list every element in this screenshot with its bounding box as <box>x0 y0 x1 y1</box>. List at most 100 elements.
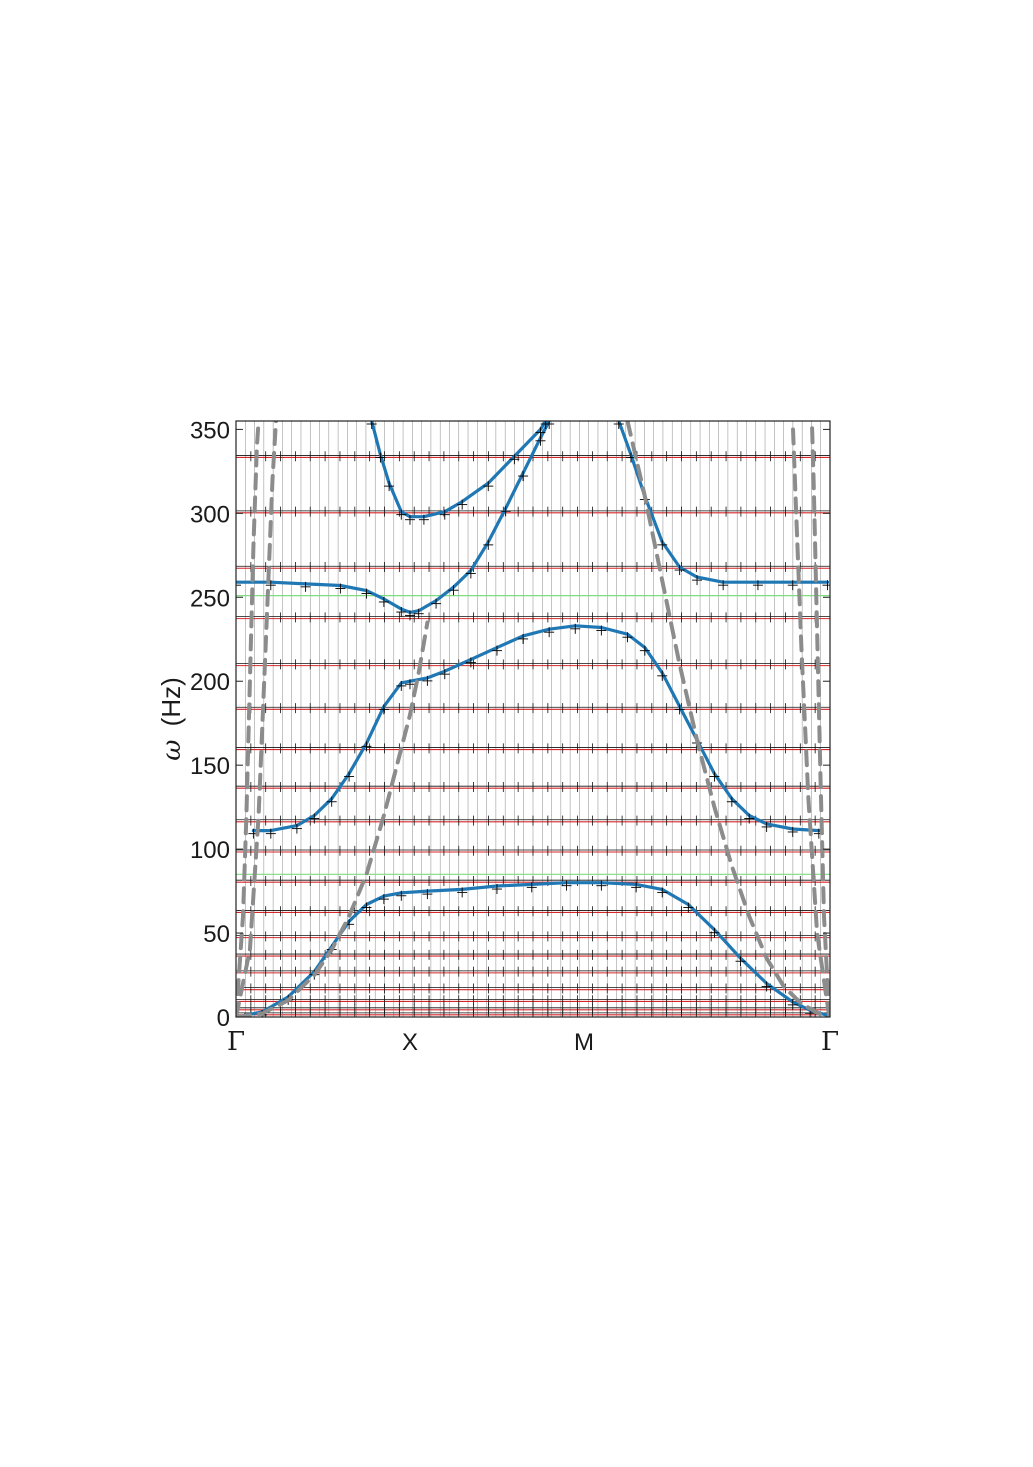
data-point <box>265 828 276 839</box>
data-point <box>483 481 494 492</box>
data-point <box>744 813 755 824</box>
data-point <box>500 506 511 517</box>
data-point <box>491 645 502 656</box>
data-point <box>631 882 642 893</box>
data-point <box>509 454 520 465</box>
data-point <box>761 981 772 992</box>
resonance-level <box>236 995 830 1006</box>
data-point <box>309 813 320 824</box>
data-point <box>709 771 720 782</box>
axis-layer: 0 50 100 150 200 250 300 350 Γ X M Γ <box>190 417 839 1057</box>
data-point <box>622 632 633 643</box>
y-tick-label: 50 <box>203 921 230 948</box>
data-point <box>596 880 607 891</box>
data-point <box>518 633 529 644</box>
data-point <box>540 421 551 429</box>
resonance-level <box>236 781 830 792</box>
data-point <box>413 608 424 619</box>
data-point <box>375 452 386 463</box>
y-axis-label-symbol: ω <box>157 740 187 761</box>
y-tick-label: 200 <box>190 669 230 696</box>
data-point <box>726 796 737 807</box>
data-point <box>787 999 798 1010</box>
resonance-level <box>236 703 830 714</box>
resonance-level <box>236 562 830 573</box>
data-point <box>761 821 772 832</box>
data-point <box>657 539 668 550</box>
data-point <box>535 435 546 446</box>
x-tick-label: M <box>574 1029 594 1056</box>
light-cone-curve <box>625 421 830 1017</box>
data-point <box>526 882 537 893</box>
y-tick-label: 0 <box>217 1005 230 1032</box>
data-point <box>384 481 395 492</box>
data-point <box>518 471 529 482</box>
data-point <box>344 771 355 782</box>
data-point <box>361 588 372 599</box>
data-point <box>378 704 389 715</box>
data-point <box>657 670 668 681</box>
light-cone-curve <box>236 421 278 1017</box>
data-point <box>422 889 433 900</box>
resonance-level <box>236 1003 830 1014</box>
data-point <box>291 823 302 834</box>
light-cone-curve <box>790 421 830 1017</box>
data-point <box>570 623 581 634</box>
data-point <box>422 675 433 686</box>
plot-frame <box>235 420 831 1018</box>
resonance-level <box>236 506 830 517</box>
data-point <box>735 956 746 967</box>
data-point <box>674 565 685 576</box>
resonance-level <box>236 815 830 826</box>
x-tick-label: Γ <box>227 1027 245 1057</box>
resonance-level <box>236 743 830 754</box>
data-point <box>457 499 468 510</box>
y-tick-label: 100 <box>190 837 230 864</box>
x-tick-label: X <box>402 1029 418 1056</box>
data-point <box>787 580 798 591</box>
data-point <box>683 902 694 913</box>
data-point <box>674 704 685 715</box>
data-point <box>483 539 494 550</box>
data-point <box>396 509 407 520</box>
resonance-level <box>236 906 830 917</box>
data-point <box>752 580 763 591</box>
data-point <box>396 607 407 618</box>
resonance-level <box>236 931 830 942</box>
data-point <box>236 580 241 591</box>
data-point <box>718 580 729 591</box>
light-cone-curve <box>236 421 261 1017</box>
resonance-level <box>236 983 830 994</box>
data-point <box>396 890 407 901</box>
data-point <box>639 645 650 656</box>
y-tick-label: 250 <box>190 585 230 612</box>
data-point <box>613 421 624 429</box>
data-point <box>366 421 377 429</box>
resonance-level <box>236 845 830 856</box>
dispersion-curve <box>617 421 830 584</box>
data-point <box>787 826 798 837</box>
data-point <box>709 927 720 938</box>
resonance-level <box>236 612 830 623</box>
y-tick-label: 150 <box>190 753 230 780</box>
data-point <box>378 894 389 905</box>
data-point <box>361 741 372 752</box>
data-point <box>326 796 337 807</box>
data-point <box>265 580 276 591</box>
data-point <box>465 568 476 579</box>
data-point <box>404 610 415 621</box>
sampling-grid <box>236 421 830 1017</box>
data-point <box>491 884 502 895</box>
data-point <box>457 887 468 898</box>
data-point <box>544 627 555 638</box>
y-axis-label-unit: (Hz) <box>156 677 186 726</box>
data-point <box>439 509 450 520</box>
data-point <box>418 514 429 525</box>
data-point <box>335 583 346 594</box>
data-point <box>448 585 459 596</box>
data-point <box>535 427 546 438</box>
x-tick-label: Γ <box>821 1027 839 1057</box>
data-point <box>657 887 668 898</box>
